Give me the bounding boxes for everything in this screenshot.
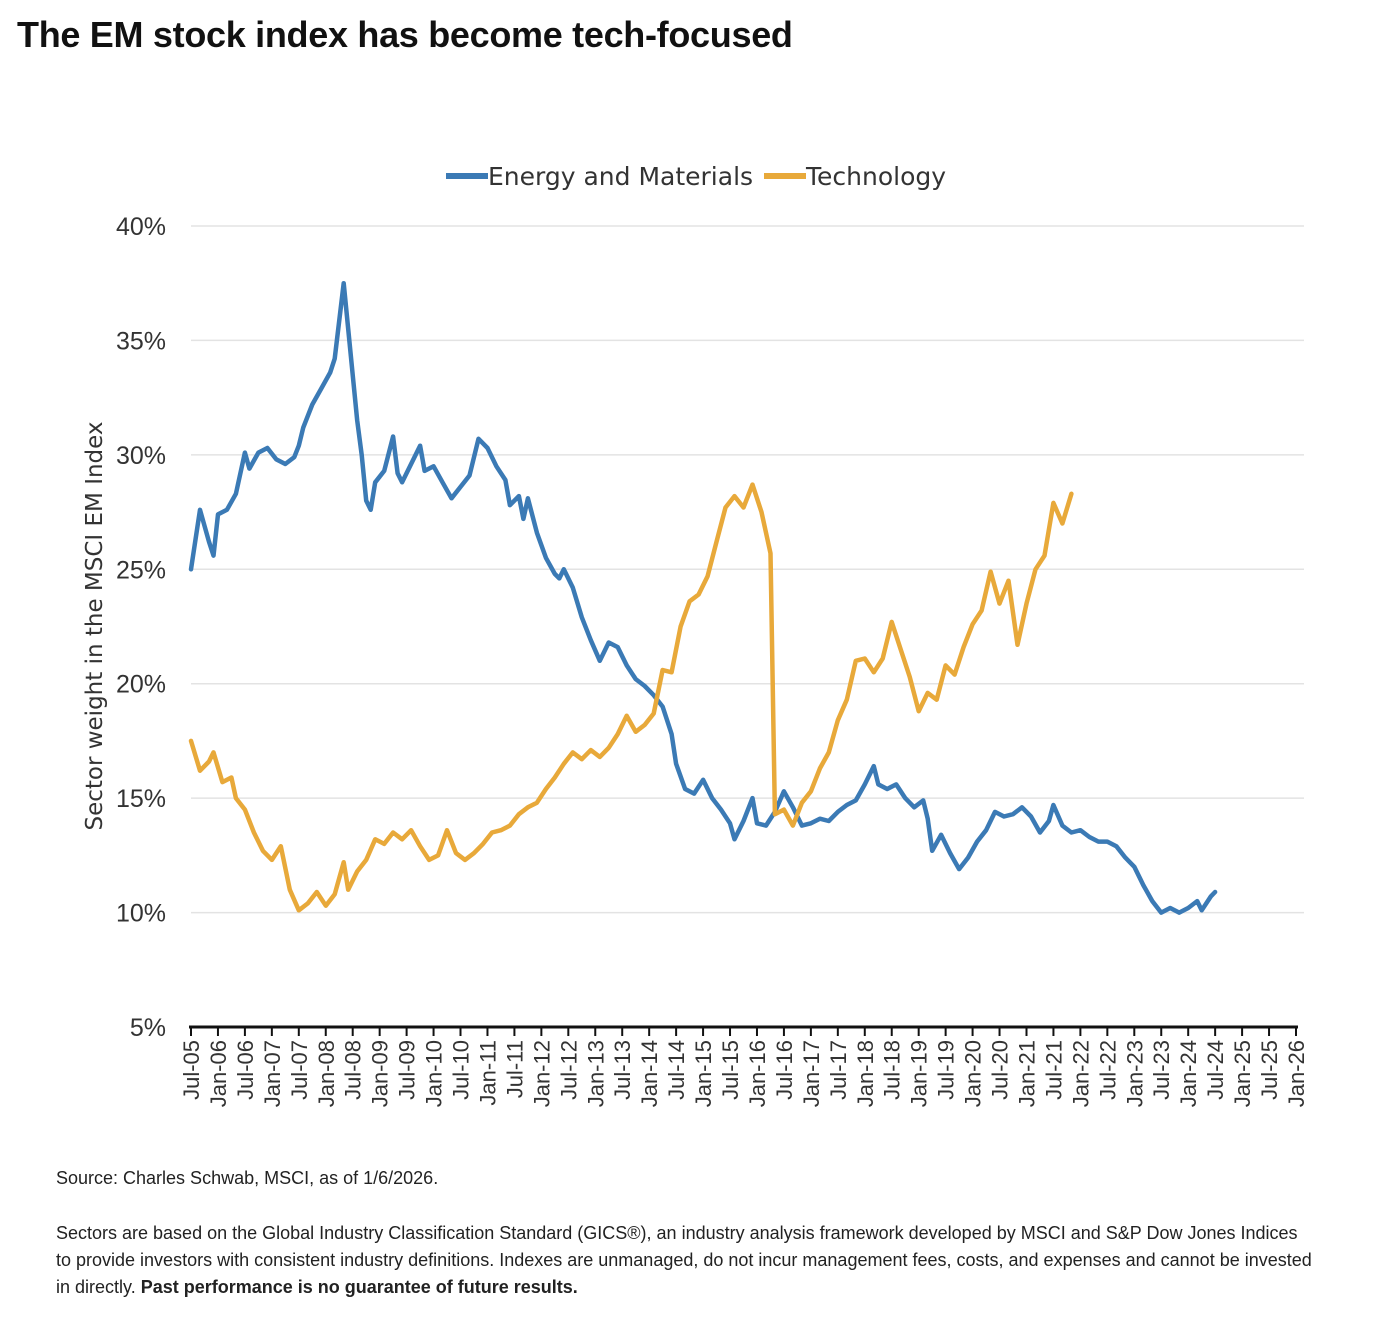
x-tick-label: Jan-13 <box>583 1040 608 1107</box>
x-tick-label: Jul-12 <box>556 1040 581 1100</box>
x-tick-label: Jan-17 <box>799 1040 824 1107</box>
x-tick-label: Jul-08 <box>341 1040 366 1100</box>
y-axis-label: Sector weight in the MSCI EM Index <box>82 421 108 830</box>
y-tick-label: 5% <box>130 1014 166 1042</box>
x-tick-label: Jul-11 <box>502 1040 527 1098</box>
x-tick-label: Jul-25 <box>1257 1040 1282 1100</box>
x-tick-label: Jul-24 <box>1203 1040 1228 1100</box>
y-tick-label: 30% <box>116 442 166 470</box>
x-tick-label: Jan-15 <box>691 1040 716 1107</box>
x-tick-label: Jan-19 <box>907 1040 932 1107</box>
x-tick-label: Jul-22 <box>1095 1040 1120 1100</box>
x-tick-label: Jul-09 <box>395 1040 420 1100</box>
y-tick-label: 10% <box>116 900 166 928</box>
legend-label-technology: Technology <box>805 162 946 191</box>
line-chart: Energy and Materials Technology Sector w… <box>82 162 1309 1107</box>
x-tick-label: Jan-20 <box>961 1040 986 1107</box>
x-tick-label: Jan-07 <box>260 1040 285 1107</box>
y-tick-label: 15% <box>116 785 166 813</box>
x-tick-label: Jan-25 <box>1230 1040 1255 1107</box>
x-tick-label: Jan-11 <box>475 1040 500 1106</box>
x-tick-label: Jan-08 <box>314 1040 339 1107</box>
disclaimer: Sectors are based on the Global Industry… <box>56 1220 1316 1301</box>
x-tick-label: Jul-13 <box>610 1040 635 1100</box>
disclaimer-bold: Past performance is no guarantee of futu… <box>140 1277 578 1297</box>
legend-label-energy-materials: Energy and Materials <box>488 162 753 191</box>
y-tick-label: 40% <box>116 213 166 241</box>
x-tick-label: Jul-20 <box>988 1040 1013 1100</box>
x-tick-label: Jan-26 <box>1284 1040 1309 1107</box>
x-tick-label: Jan-23 <box>1122 1040 1147 1107</box>
x-tick-label: Jul-23 <box>1149 1040 1174 1100</box>
x-tick-label: Jan-09 <box>368 1040 393 1107</box>
series-line-technology <box>188 482 1074 913</box>
x-tick-label: Jul-10 <box>449 1040 474 1100</box>
series-lines <box>188 280 1218 915</box>
x-tick-label: Jan-12 <box>529 1040 554 1107</box>
page-title: The EM stock index has become tech-focus… <box>17 14 793 55</box>
y-tick-label: 20% <box>116 671 166 699</box>
x-tick-label: Jan-14 <box>637 1040 662 1107</box>
x-tick-label: Jan-10 <box>422 1040 447 1107</box>
source-note: Source: Charles Schwab, MSCI, as of 1/6/… <box>56 1168 439 1188</box>
x-axis: Jul-05 Jan-06 Jul-06 Jan-07 Jul-07 Jan-08 Jul-… <box>179 1025 1309 1107</box>
y-tick-label: 25% <box>116 556 166 584</box>
x-tick-label: Jul-14 <box>664 1040 689 1100</box>
chart-legend: Energy and Materials Technology <box>446 162 946 191</box>
x-tick-label: Jan-06 <box>206 1040 231 1107</box>
x-tick-label: Jan-24 <box>1176 1040 1201 1107</box>
x-tick-label: Jul-21 <box>1041 1040 1066 1100</box>
x-tick-label: Jan-18 <box>853 1040 878 1107</box>
x-tick-label: Jul-06 <box>233 1040 258 1100</box>
x-tick-label: Jan-22 <box>1068 1040 1093 1107</box>
series-line-energy-materials <box>188 280 1218 915</box>
y-axis-ticks: 5% 10% 15% 20% 25% 30% 35% 40% <box>116 213 166 1042</box>
x-tick-label: Jul-05 <box>179 1040 204 1100</box>
x-tick-label: Jul-18 <box>880 1040 905 1100</box>
x-tick-label: Jan-16 <box>745 1040 770 1107</box>
x-tick-label: Jul-19 <box>934 1040 959 1100</box>
y-tick-label: 35% <box>116 327 166 355</box>
x-tick-label: Jul-17 <box>826 1040 851 1100</box>
disclaimer-text: Sectors are based on the Global Industry… <box>56 1223 1312 1297</box>
x-tick-label: Jan-21 <box>1014 1040 1039 1107</box>
gridlines <box>191 225 1304 914</box>
x-tick-label: Jul-16 <box>772 1040 797 1100</box>
x-tick-label: Jul-07 <box>287 1040 312 1100</box>
x-tick-label: Jul-15 <box>718 1040 743 1100</box>
